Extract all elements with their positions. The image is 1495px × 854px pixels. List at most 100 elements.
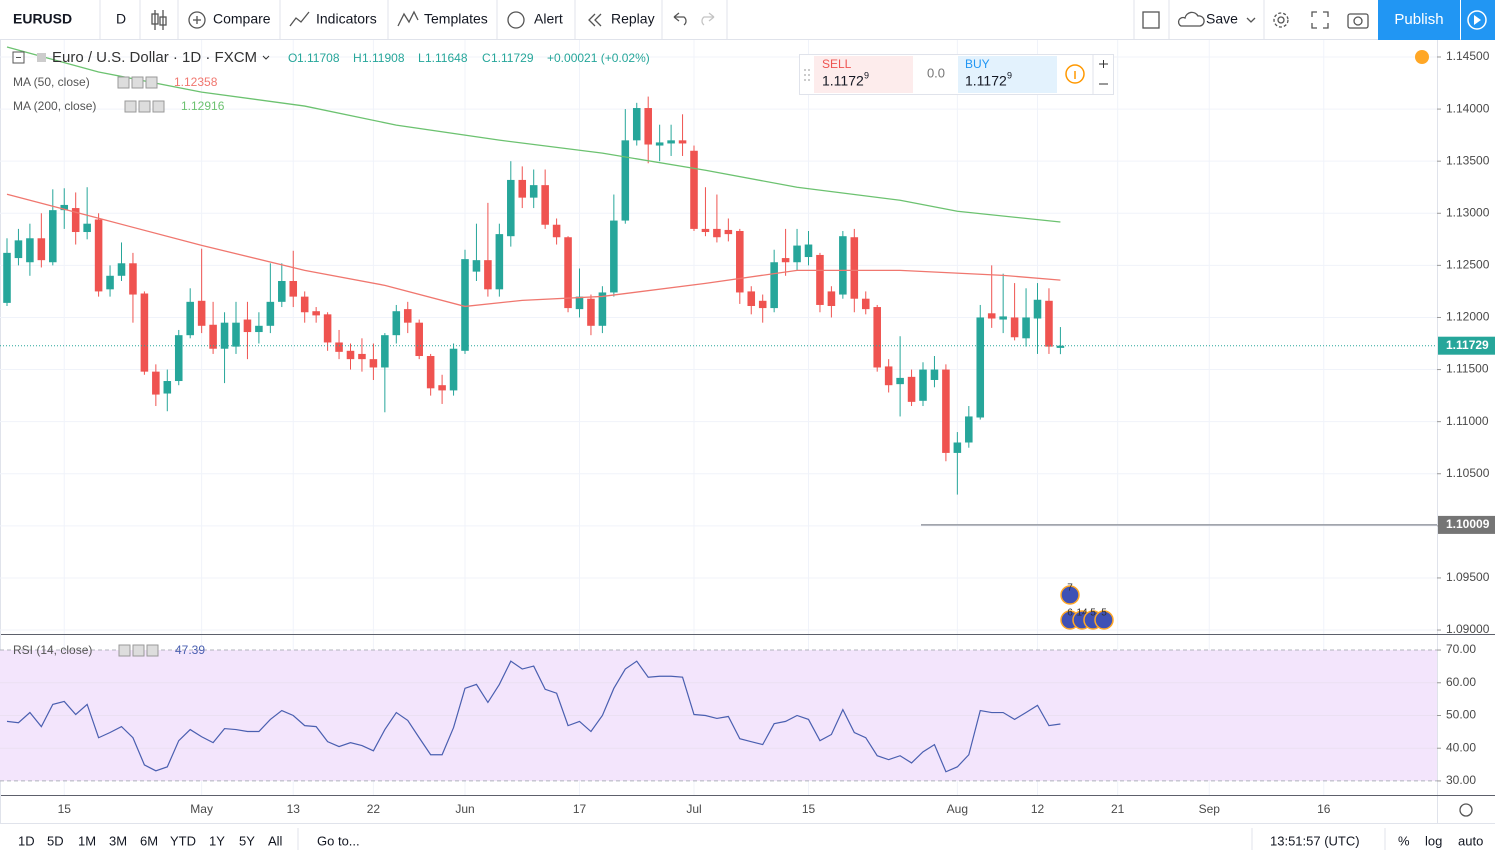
range-button[interactable]: 1D [18,833,35,848]
sell-price[interactable]: 1.1172 [822,73,864,89]
alert-icon[interactable] [507,11,525,29]
goto[interactable]: Go to... [317,833,360,848]
candle-body [14,240,23,259]
publish-button-bg[interactable] [1378,0,1460,40]
sell-button[interactable] [814,56,913,93]
replay-icon[interactable] [588,13,596,27]
range-button[interactable]: 5D [47,833,64,848]
snapshot-icon[interactable] [1347,13,1369,29]
y-tick-label: 1.11000 [1446,414,1489,428]
candle-body [610,220,618,293]
axis-settings[interactable] [1459,803,1473,817]
candle-body [987,313,996,319]
candle-body [816,254,824,305]
settings-icon[interactable] [1273,12,1289,28]
info-icon[interactable] [1065,64,1085,84]
symbol[interactable]: EURUSD [13,11,72,27]
templates-button[interactable]: Templates [424,11,488,27]
candle-body [518,179,527,198]
alert-button[interactable]: Alert [534,11,563,27]
buy-label[interactable]: BUY [965,57,990,71]
range-button[interactable]: All [268,833,283,848]
templates-icon[interactable] [397,10,419,27]
collapse-icon[interactable] [12,51,25,64]
range-button[interactable]: 5Y [239,833,255,848]
log-toggle[interactable]: log [1425,833,1442,848]
range-button[interactable]: 1Y [209,833,225,848]
level-label: 1.10009 [1446,517,1490,531]
candle-body [186,301,194,336]
candle-body [289,280,298,297]
buy-price[interactable]: 1.1172 [965,73,1007,89]
range-button[interactable]: 3M [109,833,127,848]
candle-body [392,311,401,336]
event-badge[interactable] [1094,610,1114,630]
candle-body [140,293,149,372]
y-tick-label: 40.00 [1446,740,1476,754]
save-button[interactable]: Save [1206,11,1238,27]
range-button[interactable]: 1M [78,833,96,848]
candle-body [747,291,756,307]
auto-toggle[interactable]: auto [1458,833,1483,848]
fullscreen-icon[interactable] [1311,11,1329,29]
candle-body [472,260,481,272]
buy-button[interactable] [958,56,1057,93]
candle-body [976,317,985,418]
x-tick-label: Jun [455,802,474,816]
candle-body [71,208,80,233]
candle-body [529,185,538,198]
save-icon[interactable] [1177,11,1205,27]
sell-label[interactable]: SELL [822,57,852,71]
indicators-icon[interactable] [289,11,310,27]
x-tick-label: 13 [287,802,301,816]
compare-icon[interactable] [188,11,206,29]
candle-body [174,335,183,382]
bottom-bar: Go to... 13:51:57 (UTC) % log auto 1D 5D 1… [18,828,1483,850]
indicators-button[interactable]: Indicators [316,11,377,27]
y-tick-label: 1.09500 [1446,570,1490,584]
qty-buttons[interactable] [1099,60,1108,85]
study-icons[interactable] [117,76,165,657]
clock: 13:51:57 (UTC) [1270,833,1360,848]
layout-icon[interactable] [1142,11,1160,29]
candle-body [667,140,675,144]
chart-type-icon[interactable] [151,10,167,30]
drag-handle[interactable] [804,69,810,81]
candle-body [942,369,950,453]
interval[interactable]: D [116,11,126,27]
candle-body [83,223,91,233]
candle-body [793,245,801,263]
candle-body [701,228,710,233]
save-menu[interactable] [1246,17,1256,23]
x-tick-label: 12 [1031,802,1045,816]
compare-button[interactable]: Compare [213,11,271,27]
range-button[interactable]: 6M [140,833,158,848]
event-badge[interactable] [1060,585,1080,605]
publish-button[interactable]: Publish [1394,11,1443,28]
title-menu[interactable] [262,55,270,60]
symbol-title: Euro / U.S. Dollar · 1D · FXCM [52,49,257,66]
range-button[interactable]: YTD [170,833,196,848]
candle-body [381,335,389,368]
legend: Euro / U.S. Dollar · 1D · FXCM O 1.11708… [12,49,650,657]
candle-body [415,322,423,357]
candle-body [278,280,286,302]
replay-button[interactable]: Replay [611,11,655,27]
candle-body [690,150,698,229]
alert-marker[interactable] [1415,50,1429,64]
candle-body [678,140,687,144]
change: +0.00021 (+0.02%) [547,51,650,65]
candle-body [953,442,962,453]
redo[interactable] [701,12,715,26]
candle-body [117,263,126,276]
ma200-value: 1.12916 [181,99,225,113]
y-tick-label: 1.10500 [1446,466,1490,480]
percent-toggle[interactable]: % [1398,833,1410,848]
x-tick-label: 15 [802,802,816,816]
candle-body [781,258,790,263]
undo[interactable] [673,12,687,26]
y-tick-label: 1.12000 [1446,310,1490,324]
candle-body [930,369,939,380]
x-tick-label: 22 [367,802,381,816]
